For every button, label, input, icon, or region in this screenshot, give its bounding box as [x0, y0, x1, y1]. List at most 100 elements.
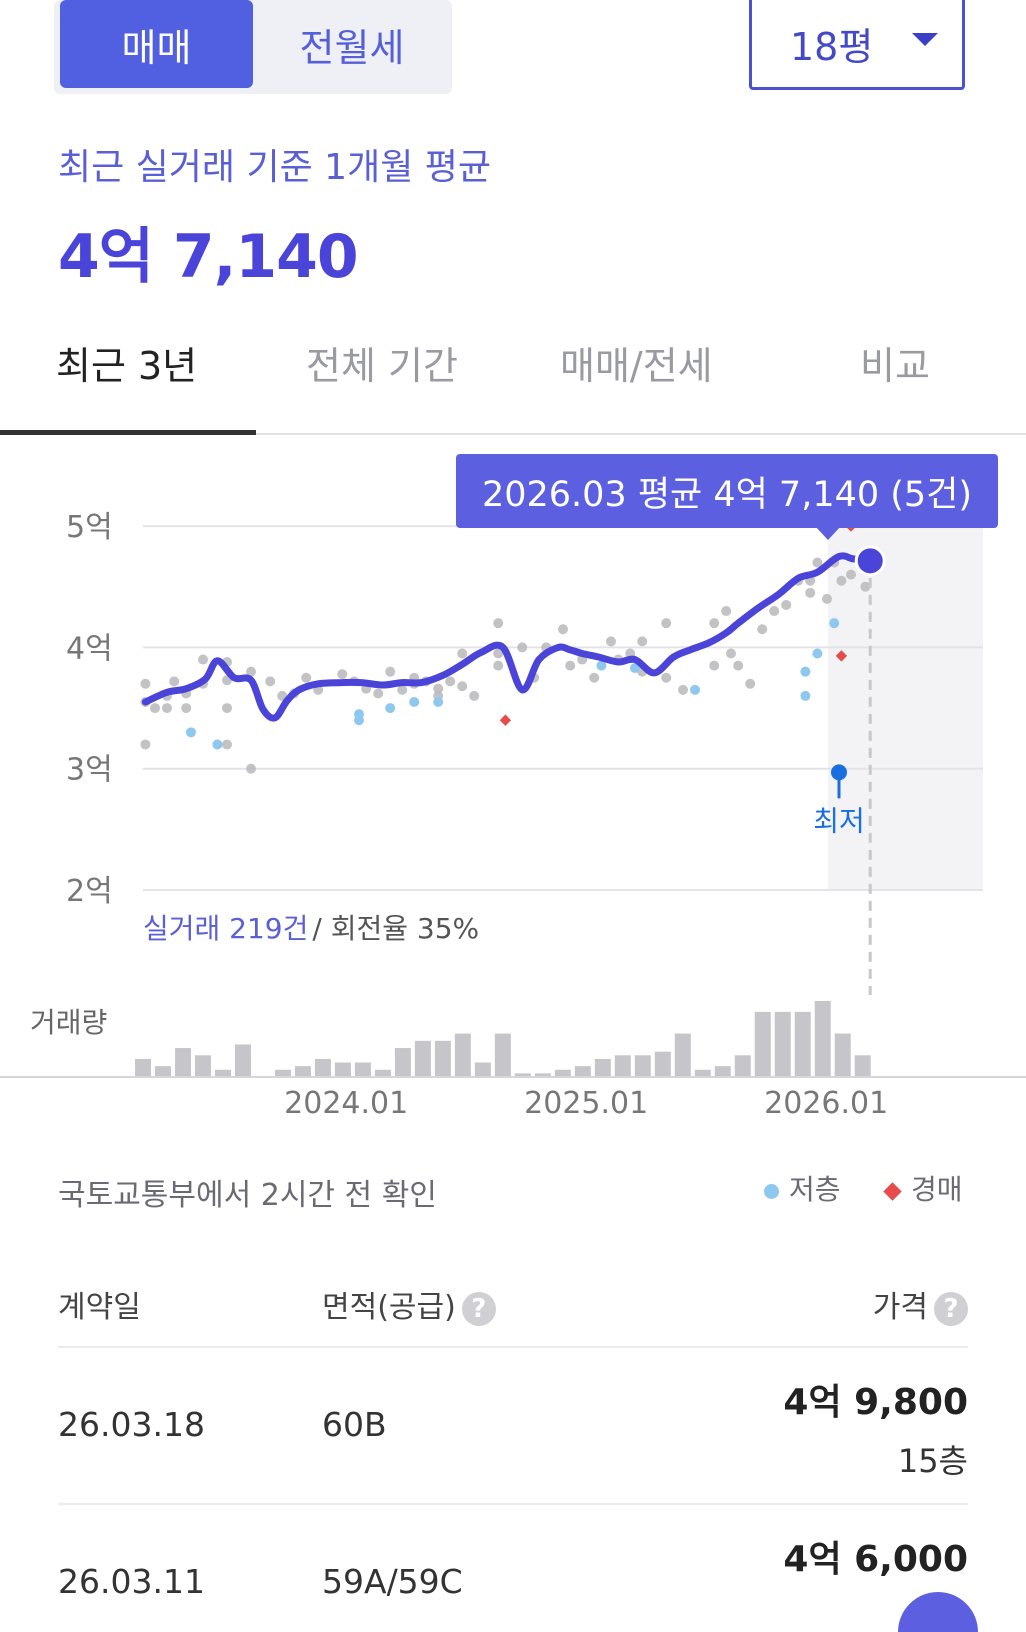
sale-toggle-button[interactable]: 매매: [60, 0, 253, 88]
row-price: 4억 9,800: [783, 1382, 968, 1423]
volume-bar: [354, 1062, 371, 1077]
deal-point: [385, 666, 396, 677]
tab-all-period[interactable]: 전체 기간: [306, 344, 458, 388]
deal-point: [589, 672, 600, 683]
low-floor-deal-point: [630, 663, 640, 674]
current-avg-point: [854, 545, 886, 577]
volume-bar: [634, 1055, 651, 1077]
price-tooltip: 2026.03 평균 4억 7,140 (5건): [456, 454, 998, 528]
x-tick-label: 2026.01: [764, 1086, 888, 1121]
volume-bar: [454, 1033, 471, 1077]
deal-point: [709, 660, 720, 671]
deal-point: [661, 672, 672, 683]
volume-bar: [434, 1040, 451, 1077]
volume-bar: [674, 1033, 691, 1077]
low-floor-deal-point: [812, 648, 823, 659]
deal-point: [140, 678, 151, 689]
deal-point: [246, 666, 256, 677]
volume-bar: [514, 1073, 531, 1077]
deal-point: [246, 763, 256, 774]
tab-active-indicator: [0, 430, 256, 435]
tab-compare[interactable]: 비교: [860, 344, 930, 388]
col-price-label: 가격: [872, 1290, 928, 1325]
tab-recent-3y[interactable]: 최근 3년: [56, 344, 198, 388]
table-divider: [58, 1503, 968, 1505]
low-floor-deal-point: [690, 684, 700, 695]
tooltip-arrow: [815, 526, 841, 540]
auction-diamond-icon: [883, 1181, 902, 1201]
low-floor-deal-point: [212, 739, 223, 750]
deal-point: [565, 660, 576, 671]
row-area: 59A/59C: [322, 1562, 463, 1601]
deal-point: [469, 690, 480, 701]
tab-sale-rent[interactable]: 매매/전세: [560, 344, 713, 388]
volume-bar: [794, 1011, 811, 1077]
legend-low-floor: 저층: [764, 1168, 841, 1208]
y-tick-label: 5억: [66, 510, 113, 545]
size-select[interactable]: 18평: [749, 0, 965, 90]
help-icon[interactable]: ?: [461, 1291, 496, 1326]
deal-point: [637, 636, 648, 647]
legend-auction: 경매: [883, 1168, 963, 1208]
volume-bar: [135, 1058, 151, 1077]
deal-point: [721, 606, 732, 617]
y-tick-label: 4억: [66, 631, 113, 666]
row-area: 60B: [322, 1405, 387, 1444]
volume-bar: [694, 1069, 711, 1077]
low-floor-deal-point: [596, 660, 607, 671]
deal-point: [757, 624, 768, 635]
volume-bar: [214, 1069, 231, 1077]
deal-point: [373, 688, 384, 699]
volume-bar: [194, 1055, 211, 1077]
low-floor-deal-point: [385, 703, 396, 714]
deal-point: [181, 703, 192, 714]
deal-point: [805, 587, 816, 598]
deal-point: [140, 739, 151, 750]
deal-point: [169, 676, 180, 687]
low-floor-deal-point: [433, 697, 444, 707]
deal-point: [162, 703, 172, 714]
volume-bar: [594, 1058, 611, 1077]
low-floor-deal-point: [409, 697, 420, 707]
volume-bar: [754, 1011, 771, 1077]
deal-point: [822, 593, 832, 604]
volume-bar: [294, 1066, 311, 1077]
deal-point: [745, 678, 756, 689]
volume-bar: [654, 1051, 671, 1077]
volume-bar: [814, 1001, 831, 1077]
row-price: 4억 6,000: [783, 1539, 968, 1580]
deal-point: [678, 684, 688, 695]
volume-bar: [834, 1033, 851, 1077]
deal-point: [846, 569, 856, 580]
y-tick-label: 3억: [66, 753, 113, 788]
deal-point: [265, 676, 276, 687]
volume-bar: [274, 1069, 291, 1077]
deal-point: [860, 581, 871, 592]
deal-point: [397, 684, 408, 695]
min-marker-pin: [831, 764, 847, 781]
deal-point: [733, 660, 744, 671]
volume-bar: [534, 1073, 551, 1077]
col-area-label: 면적(공급): [322, 1290, 456, 1325]
volume-bar: [154, 1066, 171, 1077]
row-date: 26.03.18: [58, 1405, 205, 1444]
price-chart[interactable]: 5억 4억 3억 2억 2024.01 2025.01 2026.01 최저 실거래 219…: [0, 440, 1026, 1130]
help-icon[interactable]: ?: [934, 1291, 968, 1326]
volume-bar: [334, 1062, 351, 1077]
deal-point: [337, 669, 348, 680]
volume-bar: [234, 1044, 251, 1077]
deal-count: 실거래 219건: [143, 912, 308, 945]
rent-toggle-button[interactable]: 전월세: [299, 25, 405, 70]
chevron-down-icon: [912, 33, 938, 46]
deal-point: [781, 599, 792, 610]
turnover-rate: / 회전율 35%: [312, 912, 479, 945]
low-floor-deal-point: [800, 666, 811, 677]
auction-deal-point: [499, 714, 512, 726]
col-price: 가격?: [873, 1282, 968, 1326]
deal-point: [433, 683, 444, 694]
deal-point: [769, 606, 780, 617]
row-date: 26.03.11: [58, 1562, 205, 1601]
floating-action-button[interactable]: [898, 1592, 978, 1632]
deal-point: [198, 654, 208, 665]
volume-bar: [474, 1062, 491, 1077]
